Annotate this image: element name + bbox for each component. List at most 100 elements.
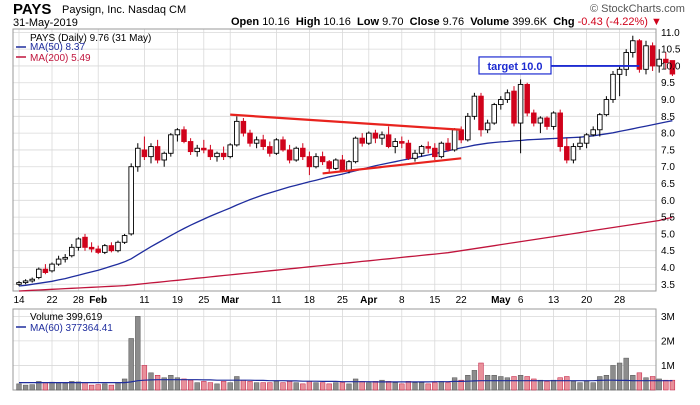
candle-up — [234, 120, 240, 146]
volume-bar — [75, 381, 82, 391]
candle-down — [425, 146, 431, 149]
date-tick-label: 14 — [13, 295, 25, 306]
volume-bar — [273, 381, 280, 391]
candle-up — [121, 235, 128, 243]
candle-down — [82, 236, 88, 248]
candle-up — [517, 83, 524, 124]
candle-down — [306, 156, 313, 168]
volume-bar — [623, 357, 629, 391]
brand-watermark: © StockCharts.com — [590, 3, 685, 15]
candle-up — [484, 122, 491, 131]
volume-tick-label: 1M — [661, 361, 675, 372]
open-value: 10.16 — [262, 16, 290, 28]
candle-up — [610, 73, 616, 100]
volume-bar — [102, 383, 108, 391]
ma50-line — [18, 120, 673, 287]
volume-bar — [590, 382, 596, 391]
volume-bar — [141, 365, 148, 391]
date-tick-label: 28 — [614, 295, 626, 306]
volume-bar — [108, 384, 115, 391]
candle-up — [69, 246, 75, 257]
volume-bar — [385, 381, 392, 391]
quote-date: 31-May-2019 — [13, 17, 78, 29]
price-legend: PAYS (Daily) 9.76 (31 May) MA(50) 8.37 M… — [16, 33, 151, 64]
trendlines — [230, 113, 462, 175]
candle-up — [148, 146, 154, 158]
date-tick-label: 6 — [518, 295, 524, 306]
candle-down — [247, 132, 253, 144]
volume-bar — [471, 370, 478, 391]
candle-up — [22, 280, 29, 284]
company-name: Paysign, Inc. Nasdaq CM — [62, 4, 187, 16]
candle-down — [300, 147, 306, 158]
price-tick-label: 3.5 — [661, 280, 675, 291]
candle-up — [135, 147, 141, 168]
open-label: Open — [231, 16, 260, 28]
close-value: 9.76 — [442, 16, 465, 28]
volume-bar — [55, 382, 62, 391]
volume-bar — [484, 375, 491, 391]
volume-bar — [504, 377, 511, 391]
candle-up — [623, 52, 629, 70]
candle-down — [649, 45, 656, 67]
legend-vol-ma: MA(60) 377364.41 — [30, 323, 113, 334]
price-tick-label: 8.5 — [661, 112, 675, 123]
candle-down — [267, 146, 273, 154]
date-tick-label: 18 — [304, 295, 316, 306]
candle-down — [319, 156, 326, 163]
volume-bar — [339, 382, 346, 391]
candle-up — [438, 142, 445, 158]
volume-bar — [247, 381, 253, 391]
candle-down — [181, 129, 187, 142]
legend-volume: Volume 399,619 — [30, 312, 103, 323]
candle-up — [603, 99, 610, 116]
candle-up — [577, 142, 583, 148]
volume-bar — [174, 377, 181, 391]
candle-down — [141, 149, 148, 158]
date-tick-label: 28 — [73, 295, 85, 306]
volume-bar — [372, 381, 379, 391]
price-tick-label: 4.0 — [661, 263, 675, 274]
candle-up — [194, 147, 200, 153]
volume-bar — [313, 382, 319, 391]
volume-bar — [445, 382, 451, 391]
candle-up — [491, 104, 497, 124]
ticker-symbol: PAYS — [13, 1, 52, 18]
volume-bar — [161, 377, 167, 391]
low-value: 9.70 — [382, 16, 404, 28]
candle-down — [669, 60, 676, 75]
date-tick-label: Feb — [89, 295, 107, 306]
volume-bar — [451, 377, 458, 391]
candle-down — [286, 149, 293, 161]
volume-bar — [550, 379, 557, 391]
price-tick-label: 10.5 — [661, 45, 681, 56]
volume-bar — [498, 376, 504, 391]
trendline-lower — [322, 157, 462, 175]
volume-bar — [181, 378, 187, 391]
price-tick-label: 8.0 — [661, 129, 675, 140]
candle-up — [293, 147, 299, 161]
date-tick-label: May — [491, 295, 511, 306]
target-label: target 10.0 — [487, 61, 542, 73]
volume-bar — [154, 375, 161, 391]
volume-bar — [544, 381, 550, 391]
candle-down — [187, 141, 194, 153]
candle-up — [597, 114, 603, 131]
candle-down — [326, 161, 332, 169]
volume-bar — [82, 382, 88, 391]
candle-up — [465, 115, 471, 141]
volume-bar — [577, 382, 583, 391]
date-tick-label: Apr — [360, 295, 377, 306]
candle-up — [379, 134, 385, 139]
candle-up — [656, 58, 662, 67]
candle-down — [359, 137, 365, 144]
change-label: Chg — [553, 16, 575, 28]
volume-bar — [260, 382, 266, 391]
high-value: 10.16 — [323, 16, 351, 28]
volume-bar — [379, 379, 385, 391]
volume-label: Volume — [470, 16, 510, 28]
candle-down — [557, 112, 563, 148]
volume-tick-label: 2M — [661, 336, 675, 347]
volume-bar — [121, 378, 128, 391]
